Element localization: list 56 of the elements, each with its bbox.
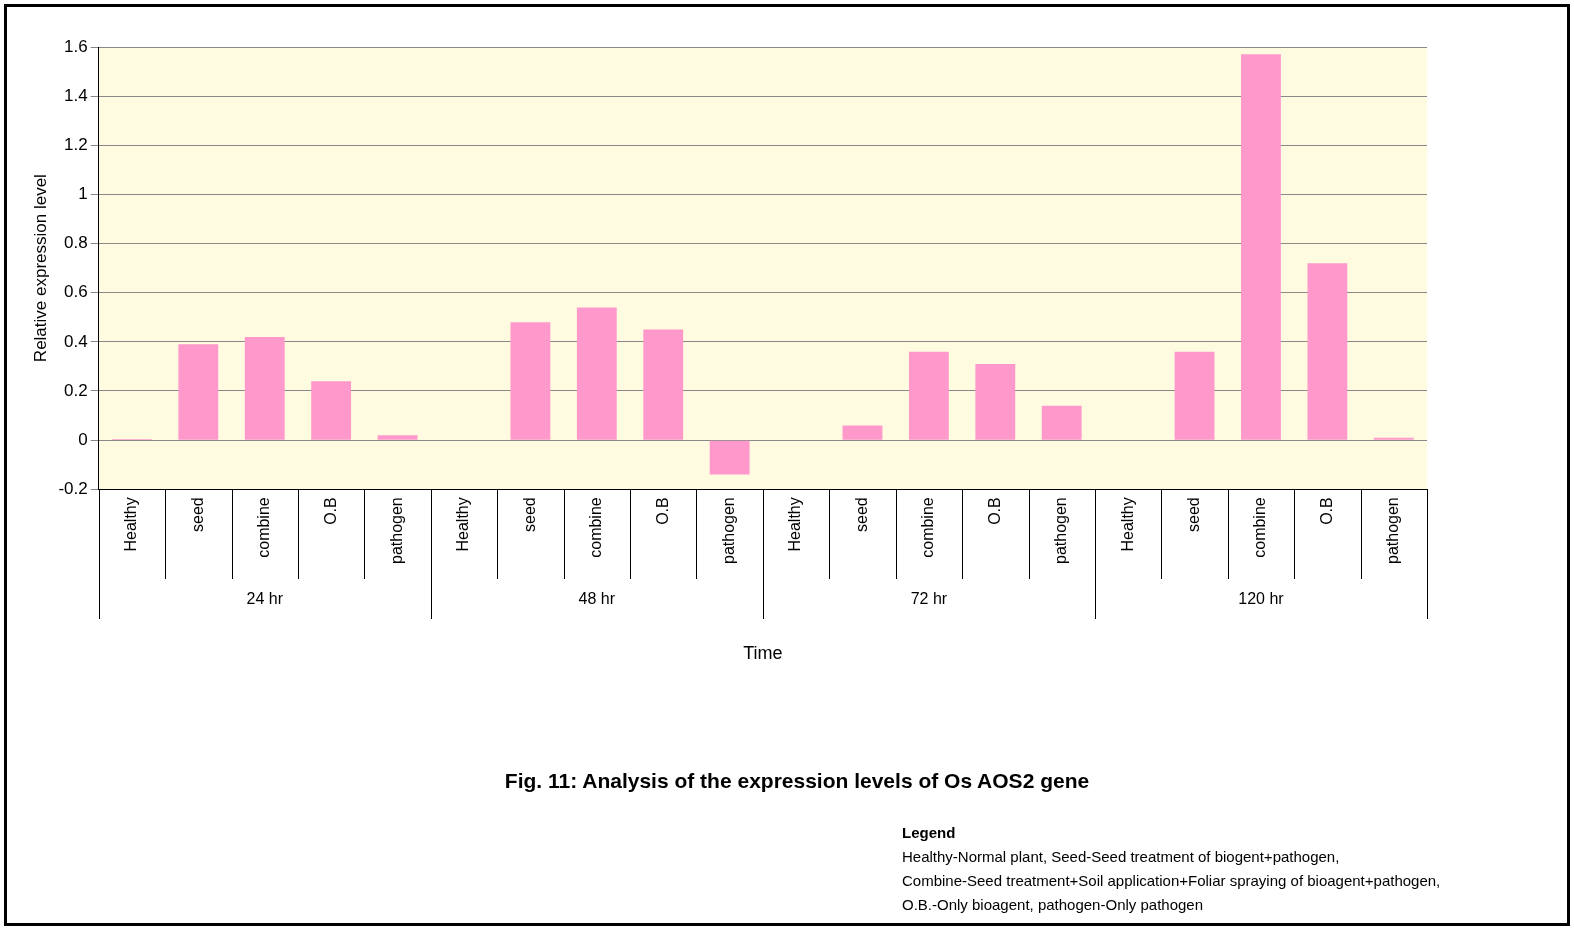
x-tick-label: Healthy [454,497,472,552]
x-tick-label: combine [587,497,605,558]
text: Legend [902,823,957,843]
bar [510,322,551,440]
x-tick-label: pathogen [387,497,405,564]
x-tick-label: O.B [985,497,1003,525]
x-tick-label: combine [1251,497,1269,558]
y-tick-label: 0.8 [64,233,88,253]
bar [178,344,219,440]
bar [709,440,750,475]
bar [1241,54,1281,440]
x-tick-label: O.B [1317,497,1335,525]
text: 120 hr [1238,590,1285,608]
y-tick-label: 1.4 [64,85,88,105]
y-tick-label: 0.4 [64,331,88,351]
x-tick-label: Healthy [122,497,140,552]
text: 48 hr [578,590,616,608]
bar [842,425,883,440]
y-tick-label: 1 [78,184,88,204]
x-tick-label: O.B [653,497,671,525]
x-tick-label: seed [188,497,206,532]
y-tick-label: 1.6 [64,36,88,56]
x-tick-label: pathogen [1384,497,1402,564]
x-tick-label: pathogen [720,497,738,564]
bar [576,307,617,440]
x-tick-label: seed [1184,497,1202,532]
text: 24 hr [246,590,284,608]
x-tick-label: Healthy [786,497,804,552]
x-tick-label: O.B [321,497,339,525]
bar [1174,351,1215,440]
bar [975,363,1016,440]
text: 72 hr [910,590,948,608]
bar [244,336,285,440]
bar [377,435,418,440]
y-tick-label: 0 [78,429,88,449]
x-tick-label: combine [919,497,937,558]
bar [1041,405,1082,440]
y-tick-label: -0.2 [58,478,88,498]
text: O.B.-Only bioagent, pathogen-Only pathogen [902,895,1205,915]
bar [311,381,352,440]
y-tick-label: 1.2 [64,134,88,154]
x-tick-label: Healthy [1118,497,1136,552]
y-axis-title: Relative expression level [30,174,50,363]
bar [908,351,949,440]
x-tick-label: seed [520,497,538,532]
x-axis-title: Time [743,643,783,664]
text: Healthy-Normal plant, Seed-Seed treatment of biogent+pathogen, [902,847,1341,867]
bar [643,329,684,440]
y-tick-label: 0.6 [64,282,88,302]
text: Fig. 11: Analysis of the expression levels of Os AOS2 gene [503,769,1091,793]
x-tick-label: pathogen [1052,497,1070,564]
y-tick-label: 0.2 [64,380,88,400]
text: Combine-Seed treatment+Soil application+Foliar spraying of bioagent+pathogen, [902,871,1441,891]
bar [1307,263,1348,440]
x-tick-label: seed [852,497,870,532]
x-tick-label: combine [255,497,273,558]
